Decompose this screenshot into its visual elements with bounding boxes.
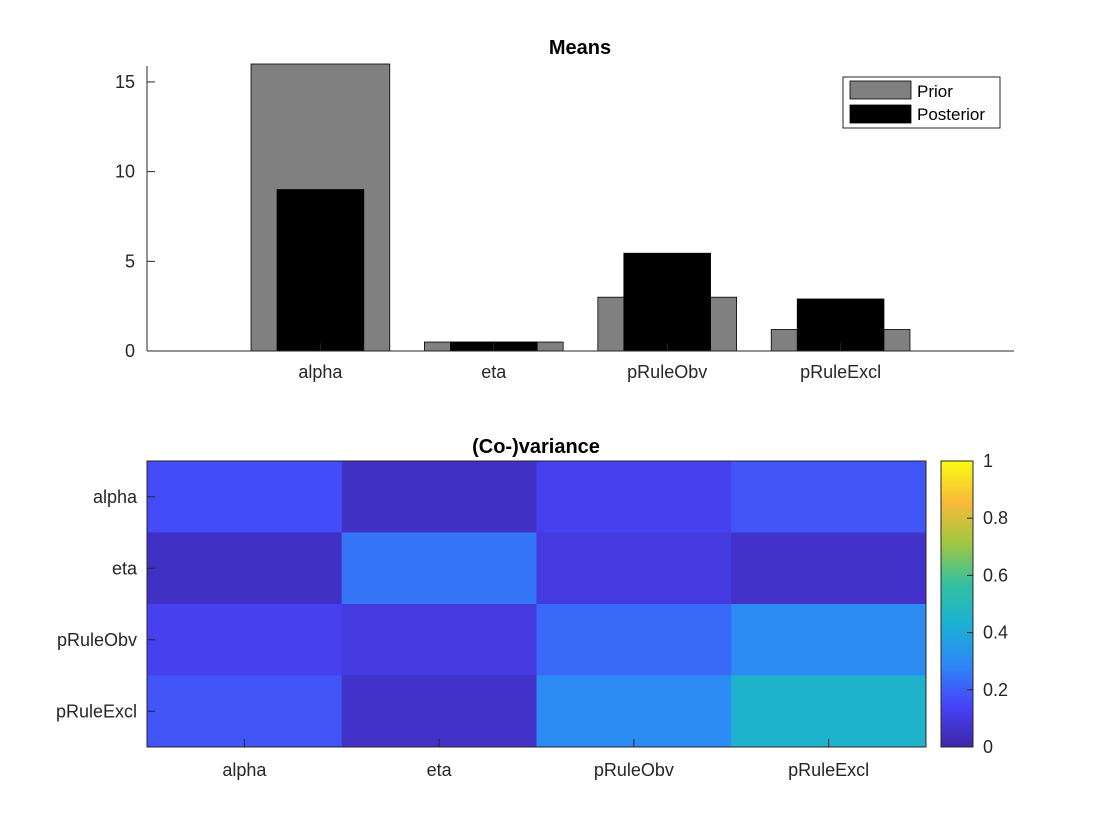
heatmap-x-tick-label: pRuleObv (594, 760, 674, 780)
heatmap-cell-alpha-pruleobv (536, 461, 732, 533)
posterior-bar-alpha (276, 189, 365, 352)
heatmap-cell-pruleexcl-pruleobv (536, 675, 732, 748)
posterior-bar-pruleobv (623, 252, 711, 352)
heatmap-cell-pruleobv-alpha (147, 604, 343, 676)
colorbar-tick-label: 0.4 (983, 623, 1008, 643)
means-bar-chart: Means 0 5 10 15 alpha eta pRuleObv pRuleExcl P… (115, 37, 1014, 382)
heatmap-cell-pruleexcl-eta (341, 675, 537, 748)
heatmap-cell-pruleexcl-pruleexcl (731, 675, 927, 748)
heatmap-cell-pruleexcl-alpha (147, 675, 343, 748)
heatmap-frame (146, 460, 927, 748)
legend-posterior-swatch (849, 104, 912, 124)
posterior-bar-pruleexcl (796, 298, 885, 352)
means-legend[interactable]: Prior Posterior (842, 76, 1001, 129)
covariance-heatmap: (Co-)variance alpha eta pRuleObv pRuleExcl … (56, 436, 927, 780)
means-x-tick-label: pRuleObv (627, 362, 707, 382)
covariance-title: (Co-)variance (472, 436, 600, 458)
heatmap-cell-eta-alpha (147, 532, 343, 605)
heatmap-y-tick-label: eta (112, 558, 138, 578)
heatmap-cell-eta-eta (341, 532, 537, 605)
colorbar-ticks: 0 0.2 0.4 0.6 0.8 1 (967, 451, 1008, 757)
means-x-ticks: alpha eta pRuleObv pRuleExcl (298, 343, 881, 382)
means-x-tick-label: alpha (298, 362, 343, 382)
means-y-ticks: 0 5 10 15 (115, 72, 155, 361)
colorbar-tick-label: 0.6 (983, 565, 1008, 585)
heatmap-cell-eta-pruleobv (536, 532, 732, 605)
heatmap-cell-alpha-alpha (147, 461, 343, 533)
means-y-tick-label: 5 (125, 251, 135, 271)
heatmap-x-tick-label: eta (427, 760, 453, 780)
means-title: Means (549, 37, 611, 59)
heatmap-cell-pruleobv-pruleobv (536, 604, 732, 676)
heatmap-x-tick-label: pRuleExcl (788, 760, 869, 780)
heatmap-cell-alpha-eta (341, 461, 537, 533)
means-x-tick-label: pRuleExcl (800, 362, 881, 382)
legend-posterior-label: Posterior (917, 105, 985, 124)
colorbar-gradient (940, 460, 974, 748)
heatmap-cells (147, 461, 927, 748)
heatmap-y-tick-label: pRuleExcl (56, 701, 137, 721)
colorbar: 0 0.2 0.4 0.6 0.8 1 (940, 451, 1008, 757)
legend-prior-swatch (849, 80, 912, 100)
means-y-tick-label: 15 (115, 72, 135, 92)
heatmap-x-tick-label: alpha (222, 760, 267, 780)
colorbar-tick-label: 1 (983, 451, 993, 471)
heatmap-cell-alpha-pruleexcl (731, 461, 927, 533)
colorbar-tick-label: 0 (983, 737, 993, 757)
heatmap-cell-eta-pruleexcl (731, 532, 927, 605)
means-y-tick-label: 0 (125, 341, 135, 361)
heatmap-cell-pruleobv-eta (341, 604, 537, 676)
heatmap-y-tick-label: pRuleObv (57, 630, 137, 650)
heatmap-y-tick-label: alpha (93, 487, 138, 507)
heatmap-y-ticks: alpha eta pRuleObv pRuleExcl (56, 487, 155, 721)
colorbar-tick-label: 0.8 (983, 508, 1008, 528)
heatmap-x-ticks: alpha eta pRuleObv pRuleExcl (222, 739, 869, 780)
means-y-tick-label: 10 (115, 162, 135, 182)
colorbar-tick-label: 0.2 (983, 680, 1008, 700)
means-x-tick-label: eta (481, 362, 507, 382)
heatmap-cell-pruleobv-pruleexcl (731, 604, 927, 676)
legend-prior-label: Prior (917, 82, 953, 101)
